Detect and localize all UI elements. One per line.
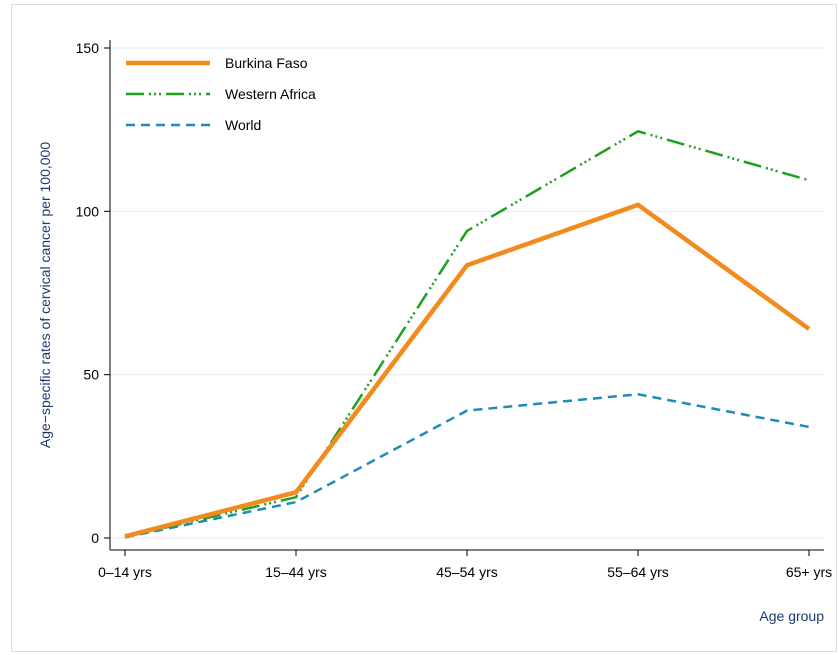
series-line-western-africa bbox=[124, 130, 810, 539]
x-tick-label: 55–64 yrs bbox=[607, 564, 668, 580]
x-tick-label: 65+ yrs bbox=[786, 564, 832, 580]
legend-label: World bbox=[225, 117, 261, 133]
x-tick-label: 0–14 yrs bbox=[98, 564, 152, 580]
y-tick-label: 150 bbox=[76, 40, 100, 56]
series-lines bbox=[124, 130, 811, 539]
y-tick-label: 50 bbox=[83, 367, 99, 383]
y-tick-label: 100 bbox=[76, 203, 100, 219]
chart-frame bbox=[11, 4, 837, 652]
series-line-burkina-faso bbox=[124, 202, 811, 539]
x-axis-title: Age group bbox=[759, 608, 824, 624]
x-tick-label: 45–54 yrs bbox=[436, 564, 497, 580]
y-tick-label: 0 bbox=[91, 530, 99, 546]
x-tick-label: 15–44 yrs bbox=[265, 564, 326, 580]
gridlines bbox=[110, 47, 824, 539]
legend-label: Western Africa bbox=[225, 86, 316, 102]
axis-ticks: 0 50 100 150 0–14 yrs 15–44 yrs 45–54 yrs 55–64… bbox=[76, 40, 833, 580]
legend-label: Burkina Faso bbox=[225, 55, 308, 71]
y-axis-title: Age−specific rates of cervical cancer pe… bbox=[37, 142, 53, 448]
series-line-world bbox=[124, 393, 810, 539]
legend: Burkina Faso Western Africa World bbox=[126, 55, 316, 133]
